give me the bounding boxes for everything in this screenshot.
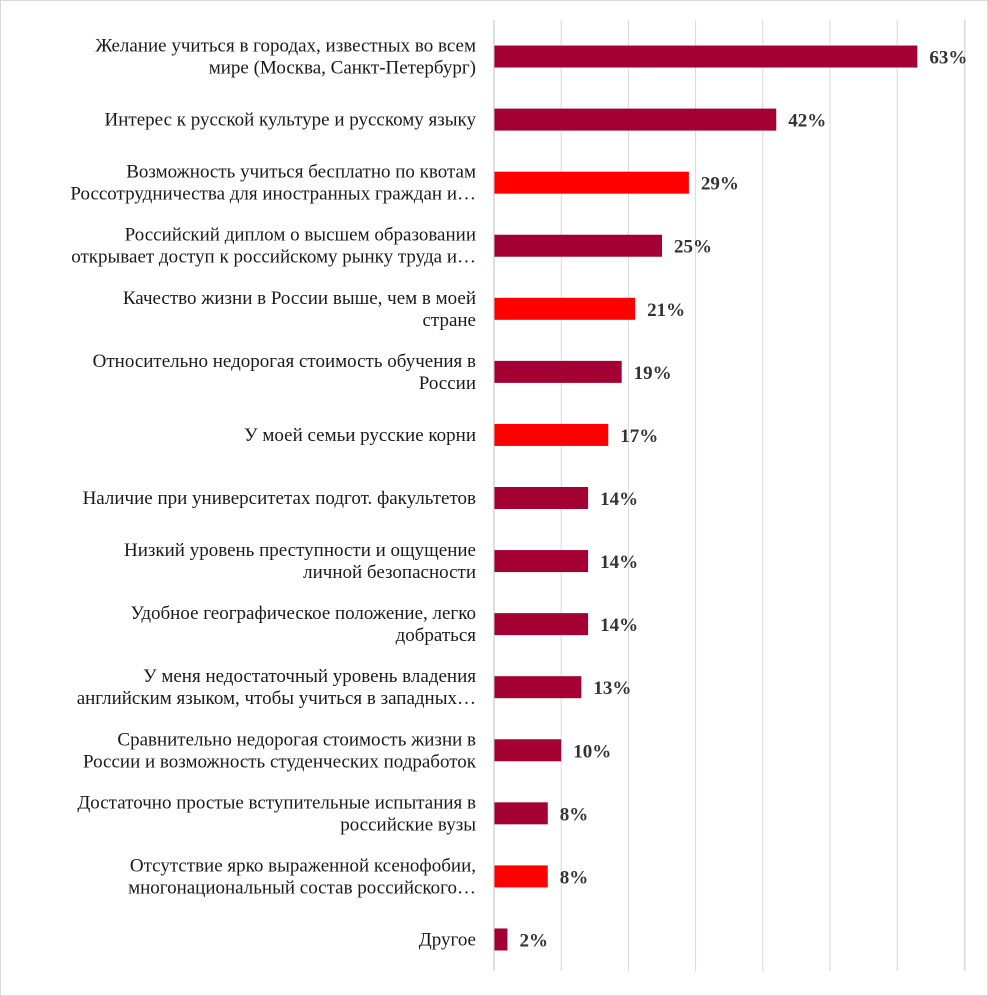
- category-label-line: Российский диплом о высшем образовании: [125, 225, 476, 246]
- category-label: Желание учиться в городах, известных во …: [95, 36, 476, 79]
- category-label: Относительно недорогая стоимость обучени…: [93, 351, 476, 394]
- category-label-line: добраться: [396, 625, 477, 646]
- category-label-line: Другое: [419, 929, 476, 950]
- category-label: Возможность учиться бесплатно по квотам Р…: [70, 162, 476, 205]
- category-labels: Желание учиться в городах, известных во …: [70, 36, 476, 951]
- data-label: 2%: [519, 930, 548, 951]
- category-label-line: Россотрудничества для иностранных гражда…: [70, 184, 476, 205]
- category-label-line: Возможность учиться бесплатно по квотам: [126, 162, 476, 183]
- category-label-line: английским языком, чтобы учиться в запад…: [77, 688, 476, 709]
- bar: [494, 297, 636, 320]
- category-label-line: российские вузы: [340, 814, 476, 835]
- bar: [494, 45, 918, 68]
- category-label: Низкий уровень преступности и ощущение ли…: [124, 540, 476, 583]
- category-label-line: открывает доступ к российскому рынку тру…: [71, 247, 476, 268]
- bar: [494, 928, 508, 951]
- bar: [494, 171, 689, 194]
- bar: [494, 487, 589, 509]
- data-label: 42%: [788, 111, 826, 132]
- category-label: Наличие при университетах подгот. факуль…: [83, 488, 476, 509]
- category-label: Другое: [419, 929, 476, 950]
- bar: [494, 360, 622, 383]
- bar: [494, 550, 589, 573]
- category-label-line: Наличие при университетах подгот. факуль…: [83, 488, 476, 509]
- data-label: 8%: [560, 804, 589, 825]
- data-label: 14%: [600, 552, 638, 573]
- category-label-line: У меня недостаточный уровень владения: [143, 666, 476, 687]
- bar: [494, 865, 548, 888]
- category-label-line: Интерес к русской культуре и русскому яз…: [105, 110, 477, 131]
- category-label-line: личной безопасности: [303, 562, 476, 583]
- category-label-line: России: [419, 373, 476, 394]
- value-labels: 63% 42% 29% 25% 21% 19% 17% 14% 14% 14% 13% 10% 8% 8%…: [519, 48, 967, 952]
- bar: [494, 739, 562, 762]
- bar: [494, 676, 582, 699]
- data-label: 10%: [573, 741, 611, 762]
- data-label: 25%: [674, 237, 712, 258]
- bar: [494, 108, 777, 131]
- category-label-line: Низкий уровень преступности и ощущение: [124, 540, 476, 561]
- category-label-line: стране: [422, 310, 476, 331]
- category-label: Качество жизни в России выше, чем в моей…: [123, 288, 476, 331]
- data-label: 8%: [560, 867, 589, 888]
- category-label: У моей семьи русские корни: [244, 425, 476, 446]
- category-label-line: мире (Москва, Санкт-Петербург): [209, 58, 476, 79]
- data-label: 63%: [929, 48, 967, 69]
- data-label: 17%: [620, 426, 658, 447]
- category-label: У меня недостаточный уровень владения анг…: [77, 666, 477, 709]
- data-label: 29%: [701, 174, 739, 195]
- category-label-line: Достаточно простые вступительные испытан…: [77, 792, 476, 813]
- bars: [494, 45, 918, 951]
- category-label-line: России и возможность студенческих подраб…: [83, 751, 477, 772]
- category-label: Интерес к русской культуре и русскому яз…: [105, 110, 477, 131]
- data-label: 21%: [647, 300, 685, 321]
- category-label: Удобное географическое положение, легко д…: [131, 603, 477, 646]
- category-label: Достаточно простые вступительные испытан…: [77, 792, 476, 835]
- category-label-line: многонациональный состав российского…: [128, 877, 476, 898]
- bar: [494, 802, 548, 825]
- category-label-line: Желание учиться в городах, известных во …: [95, 36, 476, 57]
- category-label: Отсутствие ярко выраженной ксенофобии, мн…: [128, 855, 476, 898]
- category-label: Российский диплом о высшем образовании от…: [71, 225, 476, 268]
- bar: [494, 613, 589, 636]
- data-label: 14%: [600, 489, 638, 510]
- category-label-line: У моей семьи русские корни: [244, 425, 476, 446]
- category-label-line: Относительно недорогая стоимость обучени…: [93, 351, 476, 372]
- bar: [494, 234, 662, 257]
- category-label-line: Качество жизни в России выше, чем в моей: [123, 288, 476, 309]
- data-label: 13%: [593, 678, 631, 699]
- data-label: 14%: [600, 615, 638, 636]
- category-label-line: Удобное географическое положение, легко: [131, 603, 476, 624]
- data-label: 19%: [634, 363, 672, 384]
- category-label-line: Отсутствие ярко выраженной ксенофобии,: [130, 855, 476, 876]
- bar: [494, 423, 609, 446]
- category-label-line: Сравнительно недорогая стоимость жизни в: [117, 729, 476, 750]
- category-label: Сравнительно недорогая стоимость жизни в…: [83, 729, 477, 772]
